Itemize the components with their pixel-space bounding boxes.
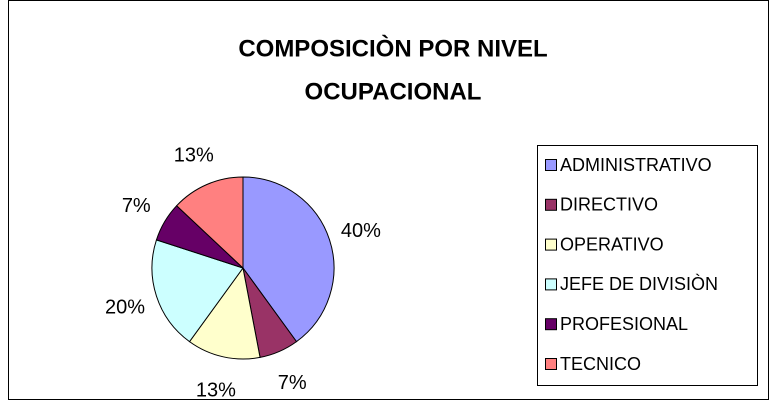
chart-title: COMPOSICIÒN POR NIVEL <box>238 34 547 62</box>
legend-label: JEFE DE DIVISIÒN <box>560 273 718 294</box>
data-label: 7% <box>122 195 151 217</box>
legend-label: DIRECTIVO <box>560 195 658 215</box>
legend-label: PROFESIONAL <box>560 314 688 334</box>
legend-label: ADMINISTRATIVO <box>560 155 712 175</box>
data-label: 13% <box>174 144 214 166</box>
legend-box <box>537 145 758 386</box>
legend-swatch <box>545 278 557 291</box>
pie-slice <box>188 266 261 360</box>
legend-swatch <box>545 198 557 211</box>
pie-slice <box>242 176 335 343</box>
legend-label: OPERATIVO <box>560 234 664 254</box>
legend-label: TECNICO <box>560 354 641 374</box>
data-label: 7% <box>278 372 307 394</box>
pie-slice <box>151 239 244 343</box>
legend-swatch <box>545 358 557 370</box>
legend-swatch <box>545 159 557 171</box>
data-label: 40% <box>341 220 381 242</box>
legend-swatch <box>545 238 557 251</box>
legend-swatch <box>545 318 557 331</box>
pie-slice <box>175 176 244 270</box>
data-label: 13% <box>196 379 236 401</box>
data-label: 20% <box>105 297 145 319</box>
chart-title: OCUPACIONAL <box>305 78 482 105</box>
